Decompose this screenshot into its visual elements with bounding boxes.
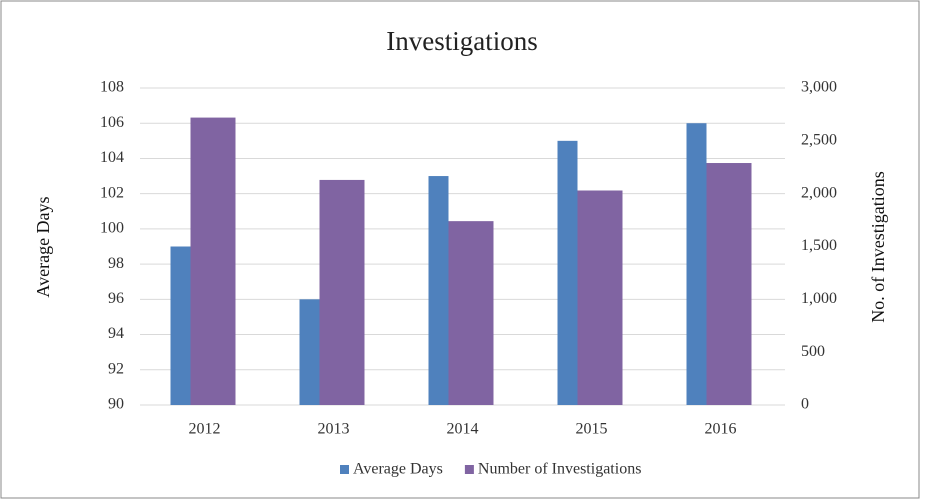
y-axis-title: Average Days	[33, 196, 53, 297]
bar	[577, 190, 623, 405]
bar	[448, 221, 494, 405]
y2-axis-title: No. of Investigations	[868, 171, 888, 322]
x-tick-label: 2015	[576, 421, 608, 438]
y-tick-label: 104	[100, 149, 124, 166]
y2-tick-label: 3,000	[801, 79, 837, 96]
y2-tick-label: 1,500	[801, 237, 837, 254]
y-tick-label: 100	[100, 220, 124, 237]
y2-tick-label: 1,000	[801, 290, 837, 307]
y-tick-label: 92	[108, 360, 124, 377]
x-tick-label: 2016	[705, 421, 737, 438]
x-tick-label: 2014	[447, 421, 479, 438]
y-tick-label: 90	[108, 396, 124, 413]
y2-tick-label: 500	[801, 343, 825, 360]
y-tick-label: 106	[100, 114, 124, 131]
bar	[706, 163, 752, 405]
x-tick-label: 2013	[318, 421, 350, 438]
y2-tick-label: 0	[801, 396, 809, 413]
legend-swatch	[464, 465, 474, 474]
bar	[299, 299, 320, 405]
y2-tick-label: 2,000	[801, 184, 837, 201]
y-tick-label: 102	[100, 184, 124, 201]
bar	[319, 179, 365, 405]
bar	[170, 246, 191, 405]
bar	[686, 123, 707, 405]
y-tick-label: 96	[108, 290, 124, 307]
legend-label: Average Days	[353, 461, 443, 478]
y-tick-label: 98	[108, 255, 124, 272]
legend-swatch	[340, 465, 349, 474]
y-tick-label: 108	[100, 79, 124, 96]
bar	[190, 117, 236, 405]
y-tick-label: 94	[108, 325, 124, 342]
x-tick-label: 2012	[189, 421, 221, 438]
legend-label: Number of Investigations	[478, 461, 642, 478]
chart-title: Investigations	[386, 26, 537, 56]
bar	[557, 140, 578, 406]
bar	[428, 176, 449, 405]
y2-tick-label: 2,500	[801, 132, 837, 149]
